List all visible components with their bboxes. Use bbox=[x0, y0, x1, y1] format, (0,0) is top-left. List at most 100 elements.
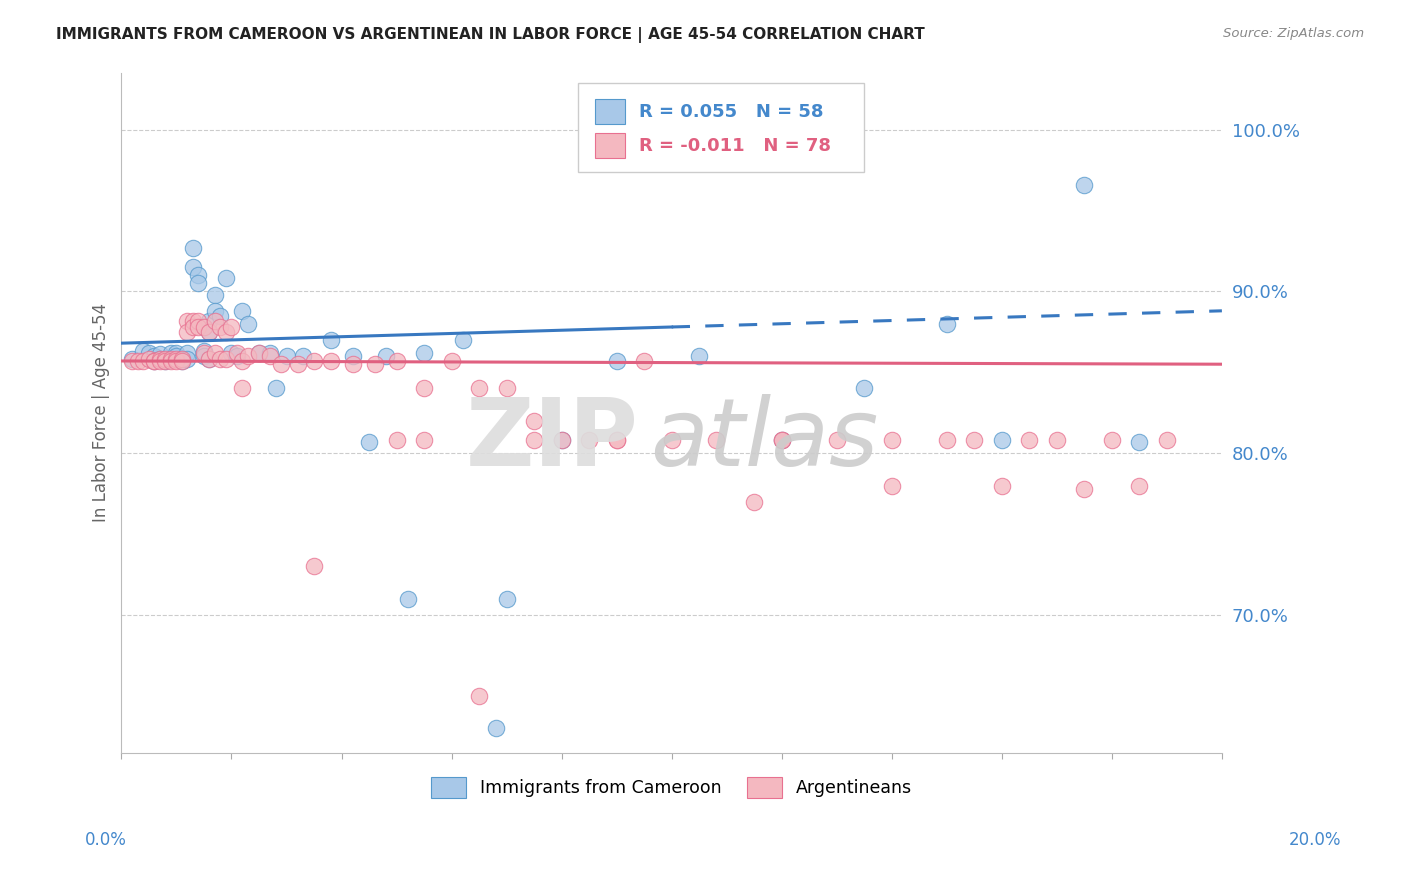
Point bbox=[661, 434, 683, 448]
Point bbox=[198, 313, 221, 327]
Point bbox=[292, 349, 315, 363]
Point bbox=[149, 354, 172, 368]
Point bbox=[1018, 434, 1040, 448]
Point bbox=[468, 382, 491, 396]
Point bbox=[166, 346, 188, 360]
Text: R = -0.011   N = 78: R = -0.011 N = 78 bbox=[638, 136, 831, 154]
Point bbox=[742, 494, 765, 508]
Point bbox=[231, 382, 253, 396]
Point bbox=[160, 354, 183, 368]
Point bbox=[143, 349, 166, 363]
Point bbox=[1128, 434, 1150, 449]
Point bbox=[149, 352, 172, 367]
Point bbox=[121, 354, 143, 368]
Point bbox=[276, 349, 298, 363]
Point bbox=[319, 333, 342, 347]
Point bbox=[1073, 482, 1095, 496]
Point bbox=[187, 268, 209, 283]
Point bbox=[302, 354, 325, 368]
Point bbox=[319, 354, 342, 368]
Point bbox=[176, 313, 198, 327]
Point bbox=[221, 320, 243, 334]
Point bbox=[127, 354, 149, 368]
Point bbox=[121, 352, 143, 367]
Point bbox=[484, 721, 506, 735]
Point bbox=[374, 349, 396, 363]
Point bbox=[155, 352, 177, 367]
Point bbox=[132, 344, 155, 359]
Point bbox=[166, 352, 188, 367]
Point bbox=[198, 352, 221, 367]
Point bbox=[198, 325, 221, 339]
Point bbox=[606, 434, 628, 448]
Point bbox=[226, 349, 249, 363]
Point bbox=[991, 478, 1014, 492]
Point bbox=[231, 303, 253, 318]
Point bbox=[155, 354, 177, 368]
Point bbox=[1156, 434, 1178, 448]
Point bbox=[231, 354, 253, 368]
Point bbox=[193, 320, 215, 334]
Point bbox=[302, 559, 325, 574]
Point bbox=[363, 357, 385, 371]
Text: 20.0%: 20.0% bbox=[1288, 831, 1341, 849]
Point bbox=[688, 349, 710, 363]
Point bbox=[770, 434, 793, 448]
Point bbox=[187, 320, 209, 334]
Point bbox=[270, 357, 292, 371]
Point bbox=[166, 354, 188, 368]
Point bbox=[193, 349, 215, 363]
Point bbox=[138, 346, 160, 360]
Point bbox=[176, 346, 198, 360]
Text: 0.0%: 0.0% bbox=[84, 831, 127, 849]
Point bbox=[143, 354, 166, 368]
Point bbox=[170, 354, 193, 368]
Text: IMMIGRANTS FROM CAMEROON VS ARGENTINEAN IN LABOR FORCE | AGE 45-54 CORRELATION C: IMMIGRANTS FROM CAMEROON VS ARGENTINEAN … bbox=[56, 27, 925, 43]
Point bbox=[413, 434, 436, 448]
Point bbox=[143, 354, 166, 368]
Point bbox=[209, 320, 232, 334]
Point bbox=[259, 349, 281, 363]
Point bbox=[209, 309, 232, 323]
Point bbox=[193, 344, 215, 359]
Point bbox=[176, 352, 198, 367]
Point bbox=[495, 591, 517, 606]
Point bbox=[495, 382, 517, 396]
Text: R = 0.055   N = 58: R = 0.055 N = 58 bbox=[638, 103, 823, 120]
Bar bbox=[595, 133, 626, 158]
Point bbox=[132, 354, 155, 368]
Point bbox=[198, 352, 221, 367]
Point bbox=[451, 333, 474, 347]
Point bbox=[187, 277, 209, 291]
Point bbox=[149, 347, 172, 361]
Point bbox=[287, 357, 309, 371]
Point bbox=[160, 352, 183, 367]
Point bbox=[385, 434, 408, 448]
Point bbox=[259, 346, 281, 360]
Point bbox=[204, 287, 226, 301]
Point bbox=[523, 414, 546, 428]
Bar bbox=[595, 99, 626, 124]
Point bbox=[215, 271, 238, 285]
Point bbox=[247, 346, 270, 360]
Point bbox=[181, 241, 204, 255]
Point bbox=[633, 354, 655, 368]
Point bbox=[204, 346, 226, 360]
Point bbox=[209, 352, 232, 367]
Text: ZIP: ZIP bbox=[465, 394, 638, 486]
Point bbox=[385, 354, 408, 368]
Point bbox=[770, 434, 793, 448]
Point bbox=[468, 689, 491, 703]
Point bbox=[176, 325, 198, 339]
Point bbox=[880, 478, 903, 492]
Point bbox=[204, 313, 226, 327]
Point bbox=[413, 346, 436, 360]
Point bbox=[221, 346, 243, 360]
Point bbox=[226, 346, 249, 360]
Point bbox=[138, 352, 160, 367]
Point bbox=[578, 434, 600, 448]
Point bbox=[991, 434, 1014, 448]
Point bbox=[166, 349, 188, 363]
Point bbox=[1073, 178, 1095, 192]
Point bbox=[342, 349, 364, 363]
